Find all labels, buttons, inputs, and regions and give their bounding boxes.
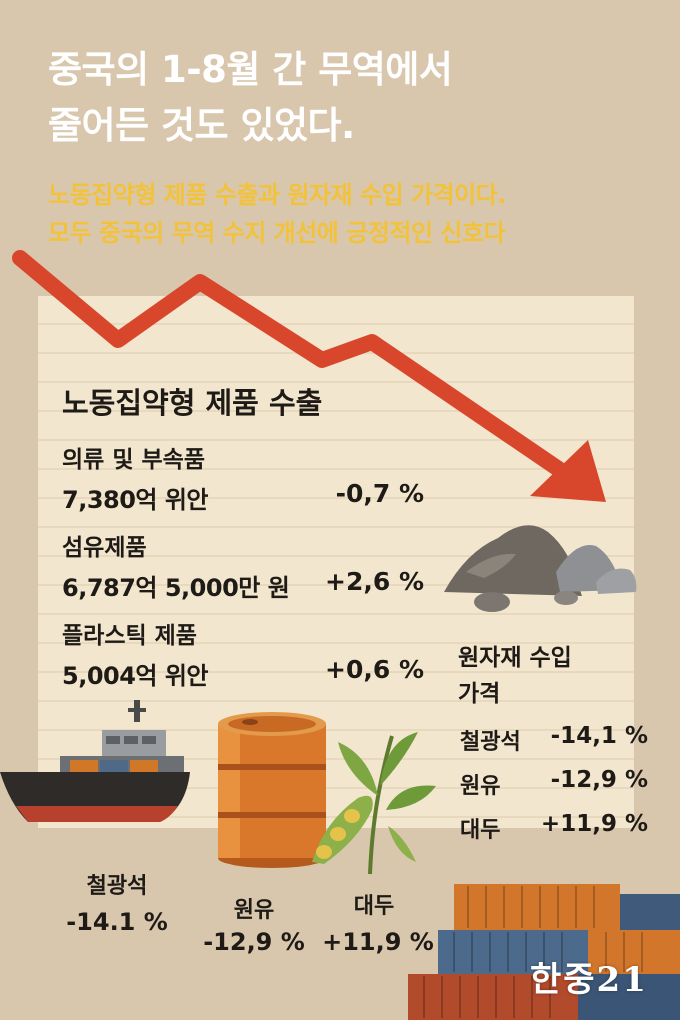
headline-line-1: 중국의 1-8월 간 무역에서 — [48, 48, 453, 91]
raw-change-iron-ore: -14,1 % — [550, 723, 648, 749]
raw-change-crude-oil: -12,9 % — [550, 767, 648, 793]
soybean-plant-icon — [312, 732, 436, 875]
item-change-textiles: +2,6 % — [325, 567, 424, 596]
bottom-label-soybean: 대두 — [353, 894, 395, 919]
bottom-label-iron-ore: 철광석 — [86, 874, 148, 899]
item-value-textiles: 6,787억 5,000만 원 — [62, 574, 290, 602]
subheadline: 노동집약형 제품 수출과 원자재 수입 가격이다. 모두 중국의 무역 수지 개… — [48, 176, 668, 252]
subheadline-line-1: 노동집약형 제품 수출과 원자재 수입 가격이다. — [48, 181, 506, 209]
item-change-apparel: -0,7 % — [335, 479, 424, 508]
bottom-label-crude-oil: 원유 — [233, 898, 275, 923]
headline-line-2: 줄어든 것도 있었다. — [48, 104, 355, 147]
down-trend-arrow-icon — [12, 250, 606, 502]
raw-imports-title-line-2: 가격 — [458, 681, 501, 707]
raw-name-soybean: 대두 — [460, 818, 501, 843]
raw-name-crude-oil: 원유 — [460, 774, 501, 799]
raw-imports-title-line-1: 원자재 수입 — [458, 645, 572, 671]
subheadline-line-2: 모두 중국의 무역 수지 개선에 긍정적인 신호다 — [48, 219, 506, 247]
brand-logo: 한중21 — [530, 960, 648, 1000]
item-name-apparel: 의류 및 부속품 — [62, 447, 205, 473]
raw-imports-title: 원자재 수입 가격 — [458, 640, 628, 712]
raw-change-soybean: +11,9 % — [540, 811, 648, 837]
shipping-containers-icon — [408, 884, 680, 1020]
raw-name-iron-ore: 철광석 — [460, 730, 521, 755]
item-name-textiles: 섬유제품 — [62, 535, 147, 561]
bottom-change-iron-ore: -14.1 % — [66, 908, 168, 936]
item-value-plastics: 5,004억 위안 — [62, 662, 209, 690]
bottom-change-crude-oil: -12,9 % — [203, 928, 305, 956]
item-change-plastics: +0,6 % — [325, 655, 424, 684]
ore-pile-icon — [444, 525, 637, 612]
oil-barrel-icon — [218, 712, 326, 868]
labor-exports-title: 노동집약형 제품 수출 — [62, 386, 323, 420]
item-name-plastics: 플라스틱 제품 — [62, 623, 197, 649]
item-value-apparel: 7,380억 위안 — [62, 486, 209, 514]
bottom-change-soybean: +11,9 % — [322, 928, 434, 956]
cargo-ship-icon — [0, 700, 190, 822]
headline: 중국의 1-8월 간 무역에서 줄어든 것도 있었다. — [48, 42, 648, 154]
